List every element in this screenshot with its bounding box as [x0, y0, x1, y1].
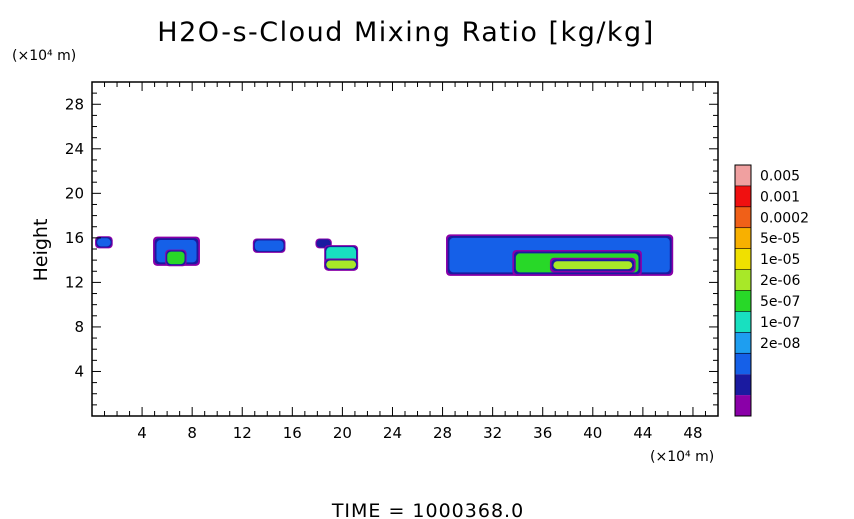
- colorbar-swatch: [735, 269, 751, 291]
- colorbar-label: 2e-06: [760, 273, 800, 289]
- x-tick-label: 20: [333, 424, 352, 442]
- y-tick-label: 20: [65, 184, 84, 202]
- time-label: TIME = 1000368.0: [331, 500, 524, 519]
- cloud-region: [553, 261, 633, 270]
- colorbar-swatch: [735, 395, 751, 416]
- colorbar-label: 1e-05: [760, 252, 800, 268]
- plot-area: [91, 81, 719, 417]
- x-tick-label: 8: [187, 424, 197, 442]
- colorbar-label: 0.0002: [760, 210, 809, 226]
- x-tick-label: 16: [283, 424, 302, 442]
- x-tick-label: 28: [433, 424, 452, 442]
- colorbar-label: 5e-05: [760, 231, 800, 247]
- x-tick-label: 40: [583, 424, 602, 442]
- cloud-region: [317, 240, 330, 247]
- cloud-region: [167, 251, 185, 265]
- x-tick-label: 4: [137, 424, 147, 442]
- colorbar-swatch: [735, 185, 751, 207]
- colorbar-label: 0.005: [760, 168, 800, 184]
- cloud-region: [97, 238, 111, 247]
- cloud-region: [254, 240, 284, 251]
- colorbar-label: 1e-07: [760, 315, 800, 331]
- x-axis: 4 8 12 16 20 24 28 32 36 40 44 48: [104, 82, 706, 442]
- y-tick-label: 16: [65, 229, 84, 247]
- x-tick-label: 24: [383, 424, 402, 442]
- colorbar-label: 2e-08: [760, 336, 800, 352]
- y-tick-label: 24: [65, 140, 84, 158]
- y-axis-label: Height: [30, 219, 52, 282]
- chart-title: H2O-s-Cloud Mixing Ratio [kg/kg]: [157, 17, 654, 48]
- y-tick-label: 4: [74, 362, 84, 380]
- x-tick-label: 12: [233, 424, 252, 442]
- colorbar-swatch: [735, 290, 751, 312]
- colorbar-swatch: [735, 165, 751, 186]
- x-tick-label: 32: [483, 424, 502, 442]
- colorbar-swatch: [735, 206, 751, 228]
- colorbar-swatch: [735, 248, 751, 270]
- y-tick-label: 8: [74, 318, 84, 336]
- cloud-region: [326, 260, 357, 269]
- y-tick-label: 28: [65, 95, 84, 113]
- x-axis-unit: (×10⁴ m): [650, 449, 714, 465]
- x-tick-label: 36: [533, 424, 552, 442]
- y-axis-unit: (×10⁴ m): [12, 48, 76, 64]
- x-tick-label: 44: [633, 424, 652, 442]
- colorbar-swatch: [735, 353, 751, 375]
- colorbar-swatch: [735, 374, 751, 396]
- x-tick-label: 48: [683, 424, 702, 442]
- colorbar-label: 0.001: [760, 189, 800, 205]
- y-axis: 4 8 12 16 20 24 28: [65, 92, 718, 406]
- colorbar: 0.005 0.001 0.0002 5e-05 1e-05 2e-06 5e-07 1e-0…: [734, 164, 809, 417]
- colorbar-label: 5e-07: [760, 294, 800, 310]
- colorbar-swatch: [735, 332, 751, 354]
- colorbar-swatch: [735, 311, 751, 333]
- colorbar-swatch: [735, 227, 751, 249]
- y-tick-label: 12: [65, 273, 84, 291]
